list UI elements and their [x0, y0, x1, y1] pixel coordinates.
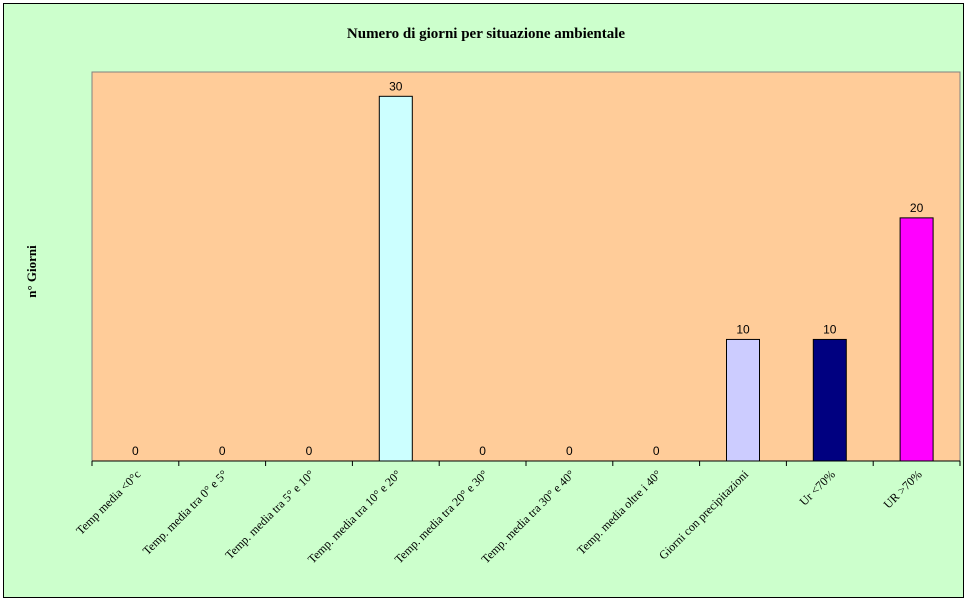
- data-label-10: 20: [910, 201, 924, 215]
- bar-8: [726, 338, 760, 462]
- x-tick-label-5: Temp. media tra 20° e 30°: [392, 467, 491, 566]
- x-tick-label-6: Temp. media tra 30° e 40°: [478, 467, 577, 566]
- data-label-7: 0: [653, 444, 660, 458]
- x-tick-label-2: Temp. media tra 0° e 5°: [140, 467, 231, 558]
- x-tick-label-10: UR >70%: [881, 467, 925, 511]
- x-tick-label-7: Temp. media oltre i 40°: [574, 467, 664, 557]
- x-tick-label-8: Giorni con precipitazioni: [656, 467, 752, 563]
- bar-4: [378, 95, 413, 462]
- y-axis-label: n° Giorni: [24, 245, 39, 298]
- data-labels-layer: 0 0 0 30 0 0 0 10 10 20: [132, 79, 924, 458]
- chart-title: Numero di giorni per situazione ambienta…: [347, 26, 626, 42]
- data-label-2: 0: [219, 444, 226, 458]
- bars-layer: [378, 95, 934, 462]
- data-label-6: 0: [566, 444, 573, 458]
- x-tick-label-9: Ur <70%: [797, 467, 838, 508]
- bar-10: [899, 217, 934, 462]
- x-tick-label-3: Temp. media tra 5° e 10°: [222, 467, 317, 562]
- data-label-8: 10: [736, 322, 750, 336]
- data-label-9: 10: [823, 322, 837, 336]
- data-label-5: 0: [479, 444, 486, 458]
- bar-9: [812, 338, 847, 462]
- x-tick-label-4: Temp. media tra 10° e 20°: [305, 467, 404, 566]
- chart-area: 0 0 0 30 0 0 0 10 10 20 Temp media <0°c Temp. medi…: [3, 3, 964, 598]
- data-label-4: 30: [389, 79, 403, 93]
- data-label-1: 0: [132, 444, 139, 458]
- data-label-3: 0: [306, 444, 313, 458]
- x-tick-label-1: Temp media <0°c: [73, 467, 143, 537]
